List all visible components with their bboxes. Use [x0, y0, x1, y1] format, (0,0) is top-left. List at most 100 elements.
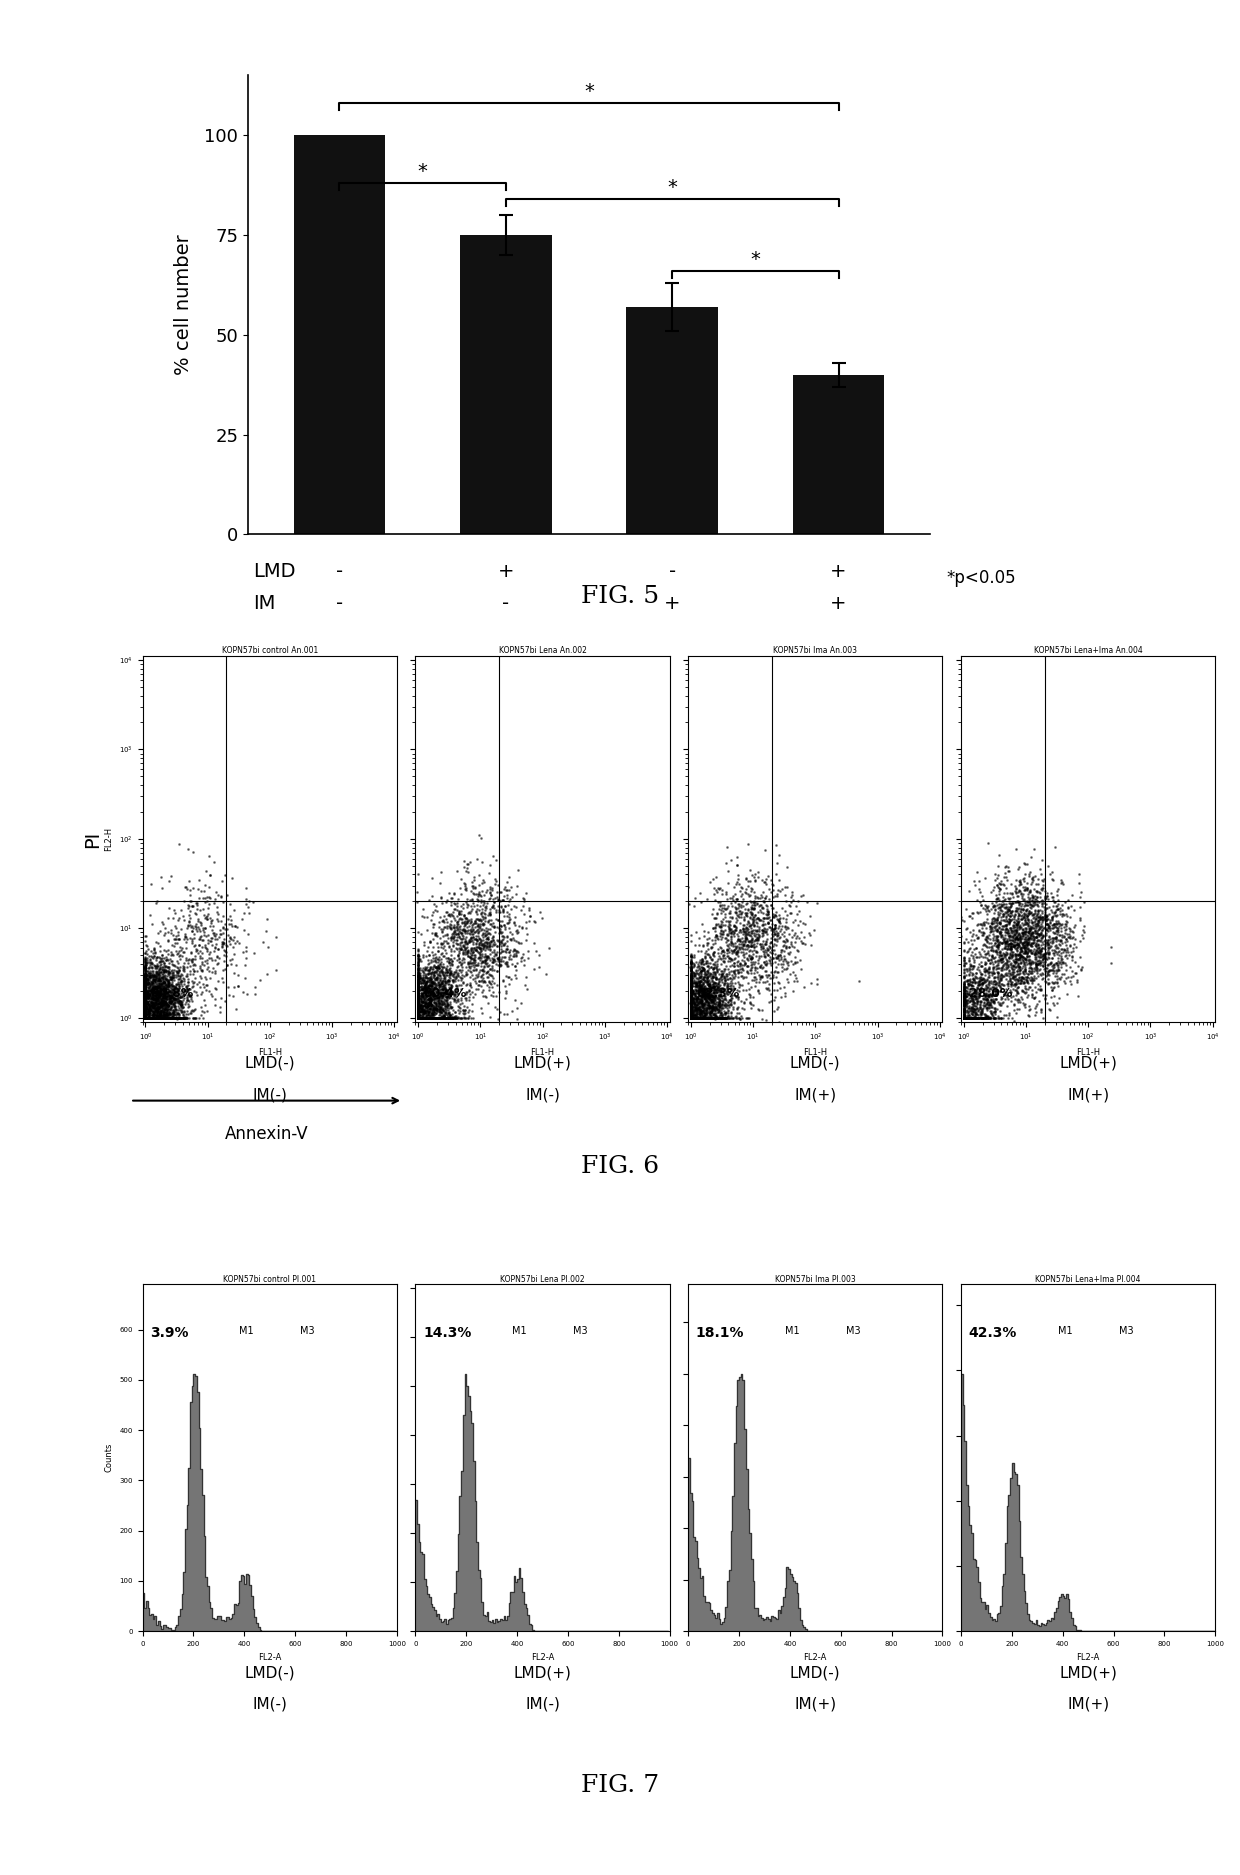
Point	[423, 952, 443, 982]
Point	[414, 996, 434, 1026]
Point	[429, 977, 449, 1007]
Point	[983, 962, 1003, 992]
Point	[728, 861, 748, 891]
Point	[144, 990, 164, 1020]
Point	[693, 992, 713, 1022]
Point	[1032, 947, 1052, 977]
Point	[409, 947, 429, 977]
Point	[494, 924, 513, 954]
Point	[954, 1003, 973, 1033]
Point	[495, 928, 515, 958]
Point	[135, 1003, 155, 1033]
Point	[1006, 919, 1025, 949]
Point	[719, 986, 739, 1016]
Point	[780, 891, 800, 921]
Point	[756, 928, 776, 958]
Point	[149, 994, 169, 1024]
Point	[191, 941, 211, 971]
Point	[408, 977, 428, 1007]
Point	[497, 902, 517, 932]
Point	[472, 966, 492, 996]
Point	[749, 941, 769, 971]
Point	[1018, 930, 1038, 960]
Point	[451, 949, 471, 979]
Point	[681, 984, 701, 1014]
Point	[138, 982, 157, 1012]
Point	[749, 994, 769, 1024]
Point	[742, 936, 761, 966]
Point	[1002, 889, 1022, 919]
Point	[754, 887, 774, 917]
Point	[735, 926, 755, 956]
Point	[1063, 945, 1083, 975]
Point	[681, 990, 701, 1020]
Point	[409, 945, 429, 975]
Point	[138, 1003, 157, 1033]
Point	[963, 981, 983, 1011]
Point	[177, 977, 197, 1007]
Point	[455, 915, 475, 945]
Point	[160, 982, 180, 1012]
Point	[413, 982, 433, 1012]
Point	[982, 992, 1002, 1022]
Point	[460, 947, 480, 977]
Point	[408, 1003, 428, 1033]
Point	[993, 924, 1013, 954]
Point	[1033, 1003, 1053, 1033]
Point	[496, 876, 516, 906]
Point	[409, 998, 429, 1028]
Point	[696, 994, 715, 1024]
Point	[477, 930, 497, 960]
Point	[1009, 922, 1029, 952]
Point	[687, 982, 707, 1012]
Point	[681, 986, 701, 1016]
Point	[743, 943, 763, 973]
Point	[703, 1003, 723, 1033]
Point	[994, 984, 1014, 1014]
Point	[135, 986, 155, 1016]
Point	[408, 996, 428, 1026]
Point	[681, 996, 701, 1026]
Point	[977, 984, 997, 1014]
Point	[408, 984, 428, 1014]
Point	[997, 938, 1017, 968]
Point	[446, 962, 466, 992]
Point	[1006, 962, 1025, 992]
Point	[711, 891, 730, 921]
Point	[986, 932, 1006, 962]
Point	[1004, 934, 1024, 964]
Point	[135, 982, 155, 1012]
Point	[750, 906, 770, 936]
Point	[1024, 947, 1044, 977]
Point	[486, 939, 506, 969]
Point	[145, 992, 165, 1022]
Point	[759, 932, 779, 962]
Point	[992, 891, 1012, 921]
Point	[408, 859, 428, 889]
Point	[1019, 928, 1039, 958]
Point	[1055, 915, 1075, 945]
Point	[174, 1003, 193, 1033]
Point	[434, 999, 454, 1029]
Point	[139, 998, 159, 1028]
Point	[688, 1003, 708, 1033]
Point	[977, 904, 997, 934]
Point	[754, 947, 774, 977]
Point	[477, 949, 497, 979]
Point	[740, 928, 760, 958]
Point	[734, 939, 754, 969]
Point	[146, 977, 166, 1007]
Point	[408, 998, 428, 1028]
Point	[706, 964, 725, 994]
Point	[696, 979, 715, 1009]
Point	[425, 998, 445, 1028]
Point	[681, 1003, 701, 1033]
Point	[997, 898, 1017, 928]
Point	[775, 917, 795, 947]
Point	[681, 986, 701, 1016]
Point	[408, 984, 428, 1014]
Point	[167, 992, 187, 1022]
Point	[161, 969, 181, 999]
Text: M1: M1	[239, 1326, 254, 1337]
Point	[1042, 968, 1061, 998]
